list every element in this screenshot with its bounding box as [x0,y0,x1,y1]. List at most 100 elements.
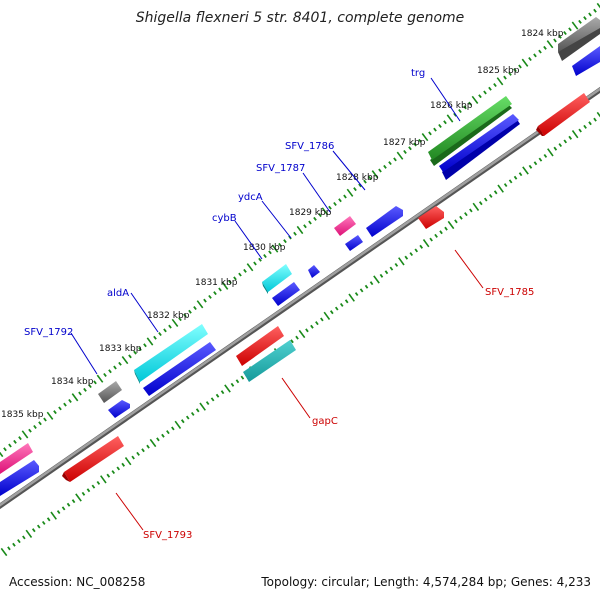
gene-label-gapC[interactable]: gapC [312,416,338,427]
outer-ring-tick [508,71,512,76]
outer-ring-tick [258,257,262,262]
outer-ring-tick [118,361,122,366]
outer-ring-tick [396,151,404,160]
genome-backbone [0,86,600,510]
outer-ring-tick [193,306,197,311]
inner-ring-tick [522,166,529,175]
inner-ring-tick [91,484,96,489]
inner-ring-tick [583,124,587,129]
outer-ring-tick [438,123,442,128]
inner-ring-tick [171,426,175,431]
feature-blue-1786[interactable] [345,206,403,251]
feature-magenta-left[interactable] [0,443,33,474]
inner-ring-tick [86,488,91,493]
outer-ring-tick [308,220,312,225]
gene-label-trg[interactable]: trg [411,68,425,79]
inner-ring-tick [41,520,46,525]
inner-ring-tick [96,480,101,485]
outer-ring-tick [143,343,147,348]
outer-ring-tick [446,114,454,123]
reverse-strand-features [62,93,590,482]
outer-ring-tick [268,250,272,255]
outer-ring-tick [388,161,392,166]
outer-ring-tick [378,168,382,173]
inner-ring-tick [508,179,513,184]
inner-ring-tick [290,339,294,344]
feature-red-gapC[interactable] [236,326,284,366]
inner-ring-tick [31,528,36,533]
inner-ring-tick [348,293,355,302]
gene-label-sfv1787[interactable]: SFV_1787 [256,163,305,174]
inner-ring-tick [22,535,26,540]
outer-ring-tick [293,231,297,236]
feature-cybB[interactable] [262,264,292,294]
inner-ring-tick [329,310,334,315]
inner-ring-tick [558,143,563,148]
inner-ring-tick [174,420,182,429]
outer-ring-tick [383,164,387,169]
inner-ring-tick [295,335,299,340]
gene-label-ydcA[interactable]: ydcA [238,192,263,203]
inner-ring-tick [409,252,414,257]
gene-label-sfv1785[interactable]: SFV_1785 [485,287,534,298]
inner-ring-tick [61,506,66,511]
feature-blue-cybB[interactable] [272,282,300,306]
outer-ring-tick [121,356,129,365]
feature-sfv1786[interactable] [334,216,356,236]
outer-ring-tick [563,31,567,36]
inner-ring-tick [483,197,488,202]
feature-gray-top[interactable] [558,17,600,61]
feature-ydcA[interactable] [308,265,320,278]
feature-blue-trg[interactable] [439,114,520,180]
outer-ring-tick [8,443,12,448]
outer-ring-tick [63,402,67,407]
feature-sfv1785[interactable] [418,206,444,229]
inner-ring-tick [513,175,518,180]
outer-ring-tick [71,393,79,402]
inner-ring-tick [7,546,11,551]
outer-ring-tick [243,268,247,273]
outer-ring-tick [443,120,447,125]
feature-red-top[interactable] [536,93,590,136]
feature-gapC[interactable] [243,340,296,382]
gene-label-sfv1792[interactable]: SFV_1792 [24,327,73,338]
outer-ring-tick [146,337,154,346]
outer-ring-tick [171,318,179,327]
outer-ring-tick [583,16,587,21]
outer-ring-tick [196,300,204,309]
feature-blue-aldA[interactable] [143,342,216,396]
outer-ring-tick [58,406,62,411]
inner-ring-tick [568,135,573,140]
outer-ring-tick [558,34,562,39]
outer-ring-tick [521,58,529,67]
outer-ring-tick [418,138,422,143]
feature-trg[interactable] [428,96,512,166]
inner-ring-tick [478,201,483,206]
inner-ring-tick [588,121,592,126]
feature-blue-top[interactable] [572,46,600,76]
inner-ring-tick [56,510,61,515]
feature-blue-left[interactable] [0,460,39,496]
outer-ring-tick [588,12,592,17]
gene-label-sfv1793[interactable]: SFV_1793 [143,530,192,541]
outer-ring-tick [238,272,242,277]
feature-blue-1792[interactable] [108,400,130,418]
feature-sfv1792[interactable] [98,381,122,403]
inner-ring-tick [488,193,493,198]
inner-ring-tick [124,457,132,466]
inner-ring-tick [298,329,306,339]
inner-ring-tick [205,401,210,406]
outer-ring-tick [188,309,192,314]
outer-ring-tick [178,317,182,322]
gene-labels: trg SFV_1786 SFV_1787 ydcA cybB aldA SFV… [24,68,534,541]
outer-ring-tick [96,374,104,383]
outer-ring-tick [343,194,347,199]
feature-aldA[interactable] [134,324,208,384]
gene-label-aldA[interactable]: aldA [107,288,129,299]
gene-label-cybB[interactable]: cybB [212,213,237,224]
feature-sfv1793[interactable] [62,436,124,482]
gene-label-sfv1786[interactable]: SFV_1786 [285,141,334,152]
inner-ring-tick [156,437,160,442]
inner-ring-tick [464,212,468,217]
outer-ring-tick [488,86,492,91]
